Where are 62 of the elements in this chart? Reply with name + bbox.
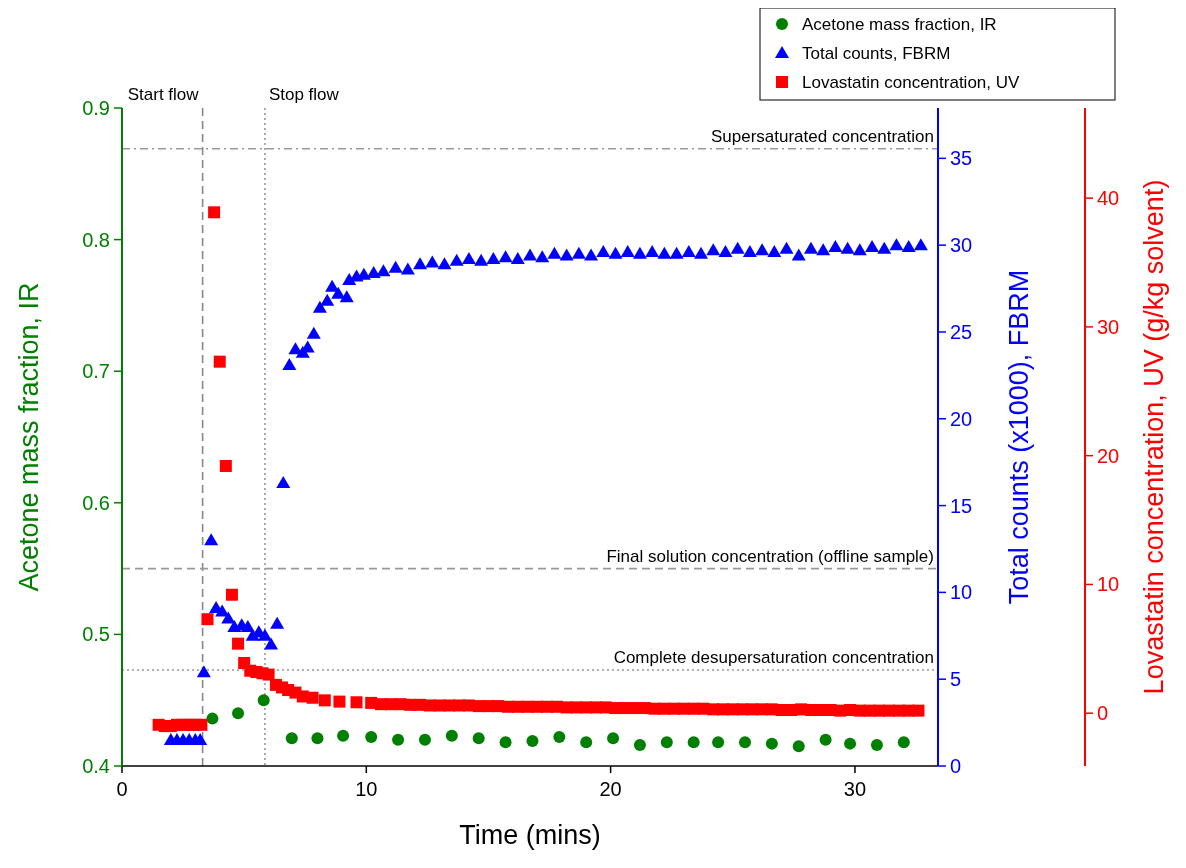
y2-axis-title: Total counts (x1000), FBRM [1004, 269, 1034, 605]
y3-tick-label: 30 [1097, 315, 1120, 338]
point [712, 736, 725, 749]
y3-tick-label: 40 [1097, 187, 1120, 210]
y-tick-label: 0.7 [82, 360, 110, 383]
point [311, 732, 324, 745]
y-tick-label: 0.5 [82, 623, 110, 646]
ref-line-label: Start flow [127, 85, 200, 104]
point [285, 732, 298, 745]
y3-tick-label: 20 [1097, 444, 1120, 467]
y2-tick-label: 0 [950, 755, 962, 777]
y3-axis-title: Lovastatin concentration, UV (g/kg solvent) [1139, 179, 1169, 695]
point [232, 707, 245, 720]
y-tick-label: 0.4 [82, 755, 110, 777]
x-tick-label: 0 [116, 778, 128, 800]
x-axis-title: Time (mins) [459, 820, 601, 850]
y2-tick-label: 10 [950, 581, 973, 604]
y-tick-label: 0.8 [82, 228, 110, 251]
y2-tick-label: 35 [950, 147, 973, 170]
point [633, 738, 646, 751]
point [765, 737, 778, 750]
point [337, 729, 350, 742]
x-tick-label: 20 [599, 778, 622, 800]
legend-label: Acetone mass fraction, IR [802, 15, 997, 34]
point [365, 731, 378, 744]
ref-line-label: Stop flow [268, 85, 340, 104]
y2-tick-label: 30 [950, 234, 973, 257]
point [445, 729, 458, 742]
y-axis-title: Acetone mass fraction, IR [14, 282, 44, 592]
point [844, 737, 857, 750]
y-tick-label: 0.9 [82, 97, 110, 119]
ref-line-label: Supersaturated concentration [710, 126, 934, 146]
legend-label: Lovastatin concentration, UV [802, 73, 1021, 92]
legend-label: Total counts, FBRM [802, 44, 951, 63]
y-tick-label: 0.6 [82, 491, 110, 514]
point [607, 732, 620, 745]
point [472, 732, 485, 745]
point [870, 738, 883, 751]
point [792, 740, 805, 753]
y3-tick-label: 0 [1097, 702, 1109, 725]
ref-line-label: Complete desupersaturation concentration [613, 647, 934, 667]
y2-tick-label: 15 [950, 494, 973, 517]
point [738, 736, 751, 749]
point [206, 712, 219, 725]
point [660, 736, 673, 749]
point [418, 733, 431, 746]
x-tick-label: 10 [355, 778, 378, 800]
y2-tick-label: 5 [950, 668, 962, 691]
ref-line-label: Final solution concentration (offline sample) [606, 546, 934, 566]
point [257, 694, 270, 707]
x-tick-label: 30 [843, 778, 867, 800]
point [897, 736, 910, 749]
y2-tick-label: 25 [950, 320, 973, 343]
point [580, 736, 593, 749]
point [526, 735, 539, 747]
y2-tick-label: 20 [950, 407, 973, 430]
point [687, 736, 700, 749]
y3-tick-label: 10 [1097, 573, 1120, 596]
point [392, 733, 405, 746]
point [553, 731, 566, 744]
point [499, 736, 512, 749]
point [819, 733, 832, 746]
